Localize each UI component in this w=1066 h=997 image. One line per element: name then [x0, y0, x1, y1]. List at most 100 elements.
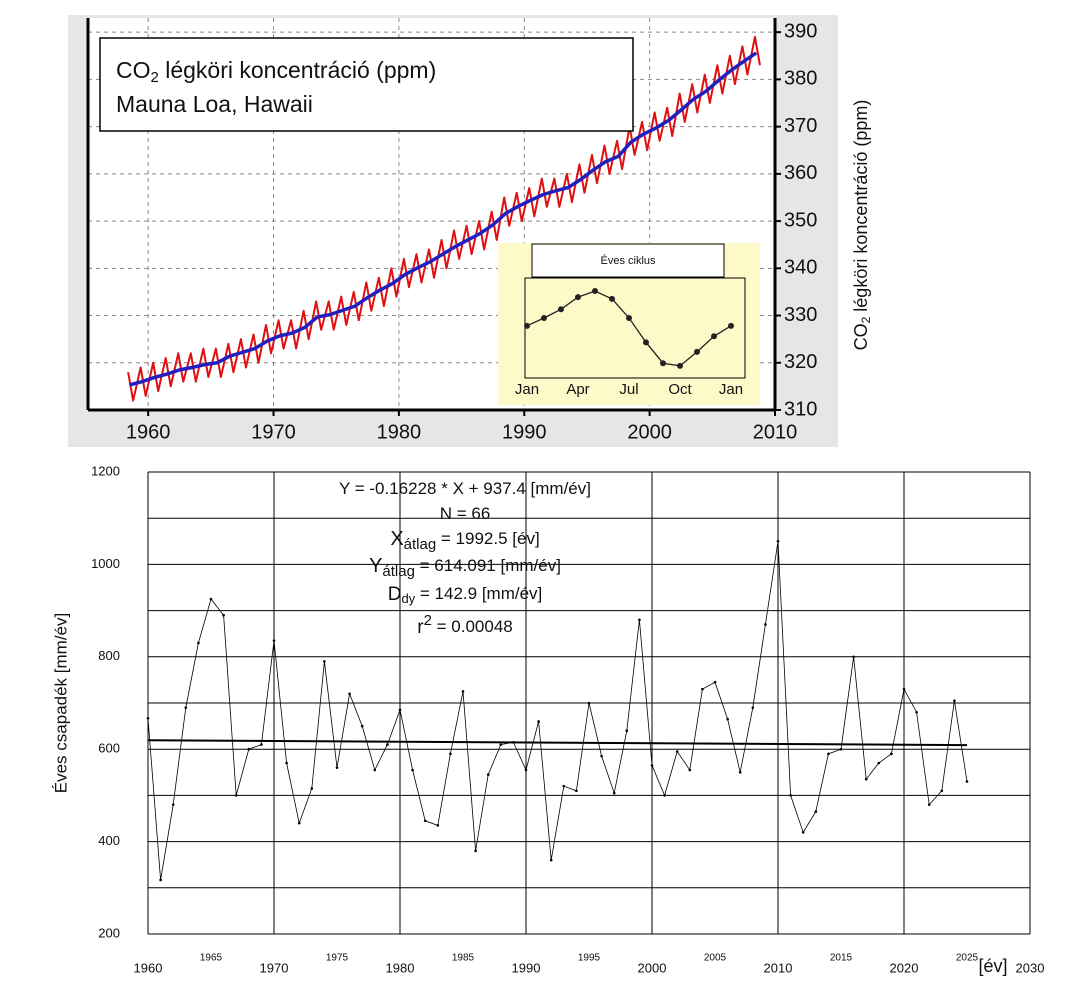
data-point	[852, 655, 855, 659]
data-point	[643, 339, 649, 346]
x-tick-label: Oct	[668, 381, 692, 398]
data-point	[436, 824, 440, 827]
x-tick-label: 1980	[377, 421, 422, 443]
data-point	[677, 362, 683, 369]
y-tick-label: 340	[784, 257, 817, 279]
y-tick-label: 370	[784, 115, 817, 137]
data-point	[638, 618, 641, 622]
data-point	[285, 761, 288, 765]
x-tick-label: 1990	[512, 960, 541, 975]
data-point	[474, 849, 477, 853]
data-point	[575, 294, 581, 301]
x-tick-label: 2030	[1016, 960, 1045, 975]
x-tick-label: Jul	[619, 381, 638, 398]
annotation: Y = -0.16228 * X + 937.4 [mm/év]	[339, 479, 591, 498]
data-point	[688, 768, 692, 772]
title-box	[99, 37, 634, 132]
label-sub: 2	[859, 316, 873, 323]
inset-title-box	[531, 243, 725, 278]
data-point	[486, 773, 490, 776]
annotation-sub: dy	[401, 591, 415, 606]
annotation: r2 = 0.00048	[417, 612, 513, 638]
label-part: légköri koncentráció (ppm)	[851, 100, 871, 317]
label-part: CO	[851, 323, 871, 350]
y-tick-label: 1200	[91, 463, 120, 478]
data-point	[663, 794, 666, 797]
x-tick-label: 1960	[134, 960, 163, 975]
y-tick-label: 360	[784, 162, 817, 184]
annotation-sub: átlag	[404, 536, 437, 553]
data-point	[159, 878, 162, 882]
annotation-part: D	[388, 584, 402, 605]
annotation: Xátlag = 1992.5 [év]	[390, 528, 539, 553]
data-point	[751, 706, 755, 709]
trend-line	[147, 739, 968, 747]
data-point	[660, 360, 666, 367]
y-tick-label: 400	[98, 833, 120, 848]
data-point	[499, 743, 503, 746]
annotation-sup: 2	[424, 612, 432, 629]
data-point	[625, 729, 629, 733]
data-point	[398, 708, 402, 712]
data-point	[411, 768, 414, 772]
data-point	[626, 315, 632, 321]
data-point	[764, 623, 767, 626]
data-point	[197, 641, 200, 645]
x-minor-tick-label: 1965	[200, 953, 223, 964]
data-point	[877, 761, 881, 765]
y-tick-label: 600	[98, 741, 120, 756]
x-tick-label: Jan	[515, 381, 539, 398]
annotation-part: = 1992.5 [év]	[436, 529, 540, 548]
data-point	[549, 858, 553, 862]
x-tick-label: 1970	[251, 421, 296, 443]
data-line	[147, 541, 968, 881]
data-point	[587, 701, 591, 705]
x-tick-label: 2010	[764, 960, 793, 975]
data-point	[146, 716, 150, 720]
x-minor-tick-label: 1985	[452, 953, 475, 964]
data-point	[609, 295, 615, 302]
chart-subtitle: Mauna Loa, Hawaii	[116, 91, 313, 117]
x-tick-label: 2010	[753, 421, 798, 443]
annotation-part: Y = -0.16228 * X + 937.4 [mm/év]	[339, 479, 591, 498]
data-point	[386, 743, 389, 746]
y-axis-label: Éves csapadék [mm/év]	[51, 613, 70, 793]
title-sub: 2	[151, 69, 159, 86]
annotation-part: = 0.00048	[432, 617, 513, 636]
y-tick-label: 330	[784, 304, 817, 326]
annotation-part: r	[417, 617, 424, 638]
precip-chart: 200 400 600 800 1000 1200 1960 1970 1980 1990 2000…	[91, 463, 1044, 975]
data-point	[814, 810, 818, 813]
data-line	[128, 51, 758, 387]
data-point	[335, 766, 339, 769]
y-tick-label: 200	[98, 925, 120, 940]
data-point	[915, 710, 918, 714]
data-point	[449, 752, 452, 756]
data-point	[890, 752, 893, 756]
data-point	[726, 717, 729, 721]
data-point	[953, 699, 956, 702]
data-point	[592, 288, 598, 295]
data-point	[701, 687, 704, 691]
data-point	[713, 680, 717, 684]
data-point	[524, 322, 530, 329]
x-tick-label: Apr	[566, 381, 589, 398]
data-point	[776, 540, 780, 543]
data-point	[575, 789, 578, 793]
data-point	[612, 791, 616, 795]
x-minor-tick-label: 2025	[956, 953, 979, 964]
data-point	[675, 750, 679, 753]
x-tick-label: Jan	[719, 381, 743, 398]
data-point	[247, 747, 251, 751]
annotation-sub: átlag	[382, 563, 415, 580]
data-point	[927, 803, 931, 806]
y-tick-label: 800	[98, 648, 120, 663]
x-minor-tick-label: 1975	[326, 953, 349, 964]
data-point	[801, 831, 805, 834]
data-point	[789, 794, 792, 797]
data-point	[222, 613, 225, 617]
data-point	[558, 306, 564, 313]
data-point	[209, 597, 213, 601]
data-point	[711, 333, 717, 340]
